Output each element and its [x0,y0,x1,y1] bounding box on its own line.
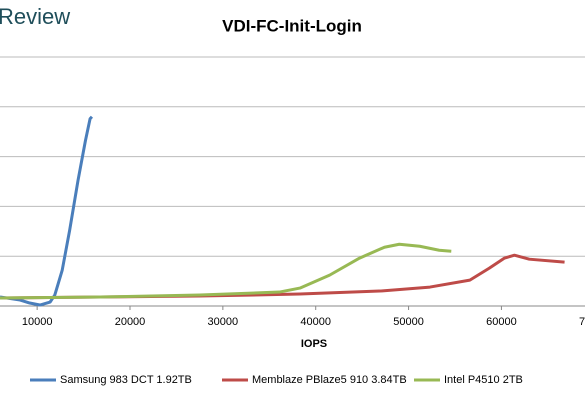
x-tick-label: 40000 [300,316,331,328]
x-tick-label: 70000 [579,316,585,328]
x-tick-label: 10000 [22,316,53,328]
brand: Review [0,4,70,29]
x-tick-label: 50000 [393,316,424,328]
series-line [0,242,452,300]
legend-label: Intel P4510 2TB [444,374,523,386]
x-tick-label: 30000 [208,316,239,328]
chart-title: VDI-FC-Init-Login [222,16,362,35]
x-tick-label: 60000 [486,316,517,328]
legend-label: Memblaze PBlaze5 910 3.84TB [252,374,407,386]
series-line [0,115,94,307]
x-axis-label: IOPS [301,338,327,350]
x-tick-label: 20000 [115,316,146,328]
legend-label: Samsung 983 DCT 1.92TB [60,374,192,386]
